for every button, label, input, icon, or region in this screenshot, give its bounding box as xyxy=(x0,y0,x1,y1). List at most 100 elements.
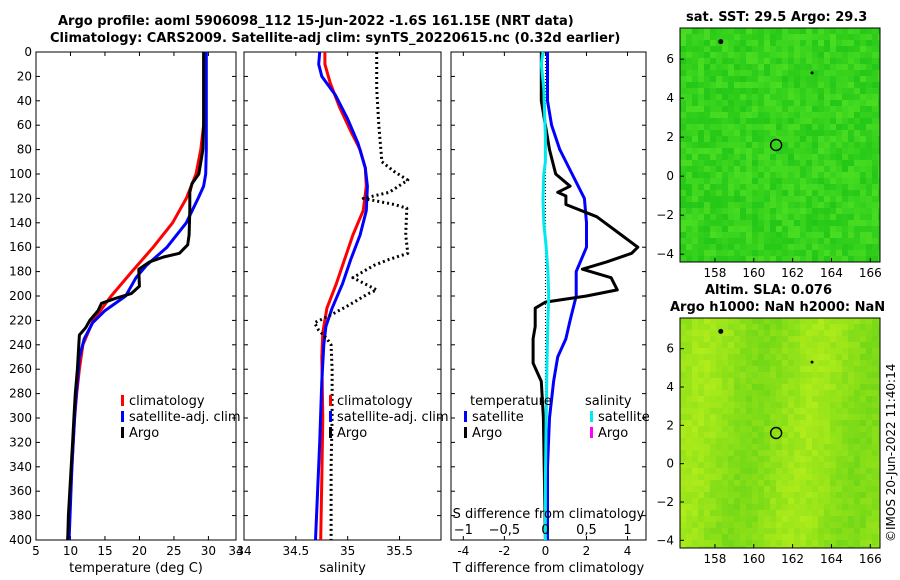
sla-map-cell xyxy=(782,438,788,444)
sst-map-cell xyxy=(728,94,734,100)
sst-map-cell xyxy=(698,178,704,184)
sst-map-cell xyxy=(842,220,848,226)
sla-map-cell xyxy=(848,366,854,372)
sst-map-cell xyxy=(860,94,866,100)
sla-map-cell xyxy=(692,492,698,498)
sla-map-cell xyxy=(818,522,824,528)
sst-map-cell xyxy=(770,178,776,184)
sla-map-cell xyxy=(752,450,758,456)
sla-map-cell xyxy=(830,540,836,546)
sla-map-cell xyxy=(848,432,854,438)
sla-map-cell xyxy=(686,360,692,366)
sst-map-cell xyxy=(806,214,812,220)
sst-map-cell xyxy=(746,88,752,94)
sst-map-cell xyxy=(764,34,770,40)
sst-map-cell xyxy=(782,208,788,214)
sla-map-cell xyxy=(878,330,880,336)
sla-map-cell xyxy=(680,456,686,462)
sst-map-cell xyxy=(728,46,734,52)
sst-map-cell xyxy=(710,250,716,256)
sla-map-cell xyxy=(866,474,872,480)
sst-map-cell xyxy=(878,172,880,178)
sla-map-cell xyxy=(842,516,848,522)
sst-map-cell xyxy=(722,106,728,112)
sla-map-cell xyxy=(776,336,782,342)
sla-map-cell xyxy=(758,456,764,462)
sla-map-cell xyxy=(878,510,880,516)
sla-map-cell xyxy=(830,498,836,504)
sst-map-cell xyxy=(716,46,722,52)
sst-map-cell xyxy=(722,142,728,148)
sst-map-cell xyxy=(710,82,716,88)
sst-map-cell xyxy=(848,154,854,160)
sst-map-cell xyxy=(866,28,872,34)
sst-map-cell xyxy=(692,196,698,202)
sla-map-cell xyxy=(722,408,728,414)
sst-map-cell xyxy=(788,52,794,58)
x2-tick-label: 0 xyxy=(541,523,549,538)
sla-map-cell xyxy=(872,342,878,348)
sla-map-cell xyxy=(794,414,800,420)
sst-map-cell xyxy=(860,238,866,244)
sla-map-cell xyxy=(812,348,818,354)
sla-map-cell xyxy=(866,522,872,528)
sst-map-cell xyxy=(842,70,848,76)
x-tick-label: -4 xyxy=(457,544,469,558)
sst-map-cell xyxy=(680,142,686,148)
sla-map-cell xyxy=(866,534,872,540)
sla-map-cell xyxy=(860,432,866,438)
sla-map-cell xyxy=(734,408,740,414)
sla-map-cell xyxy=(872,402,878,408)
sst-map-cell xyxy=(788,136,794,142)
sst-map-cell xyxy=(866,238,872,244)
sst-map-cell xyxy=(800,232,806,238)
sst-map-cell xyxy=(836,250,842,256)
sst-map-cell xyxy=(806,94,812,100)
sst-map-cell xyxy=(764,40,770,46)
sst-map-cell xyxy=(716,94,722,100)
sla-map-cell xyxy=(866,546,872,548)
sst-map-cell xyxy=(824,160,830,166)
sla-map-cell xyxy=(860,408,866,414)
sla-map-cell xyxy=(872,492,878,498)
sla-map-cell xyxy=(866,372,872,378)
sla-map-cell xyxy=(752,456,758,462)
sla-map-cell xyxy=(806,492,812,498)
sla-map-cell xyxy=(734,426,740,432)
sst-map-cell xyxy=(740,202,746,208)
sst-map-cell xyxy=(758,256,764,262)
sst-map-cell xyxy=(692,214,698,220)
sst-map-cell xyxy=(752,154,758,160)
sla-map-cell xyxy=(770,534,776,540)
sst-map-cell xyxy=(686,220,692,226)
sla-map-cell xyxy=(698,546,704,548)
sla-map-cell xyxy=(860,318,866,324)
sla-map-cell xyxy=(872,396,878,402)
sst-map-cell xyxy=(824,226,830,232)
sla-map-cell xyxy=(746,414,752,420)
sst-map-cell xyxy=(722,220,728,226)
sst-map-cell xyxy=(710,160,716,166)
sst-map-cell xyxy=(836,148,842,154)
sla-map-cell xyxy=(704,378,710,384)
sst-map-cell xyxy=(848,208,854,214)
sla-map-cell xyxy=(854,462,860,468)
sla-map-cell xyxy=(824,510,830,516)
sla-map-cell xyxy=(776,456,782,462)
sst-map-cell xyxy=(698,166,704,172)
sla-map-cell xyxy=(758,534,764,540)
sla-map-cell xyxy=(842,414,848,420)
sst-map-cell xyxy=(698,88,704,94)
sla-map-cell xyxy=(878,480,880,486)
sst-map-cell xyxy=(740,232,746,238)
sla-map-cell xyxy=(818,420,824,426)
sst-map-cell xyxy=(758,250,764,256)
sla-map-cell xyxy=(878,408,880,414)
sla-map-cell xyxy=(728,348,734,354)
sst-map-cell xyxy=(872,52,878,58)
sst-map-cell xyxy=(854,112,860,118)
sst-map-cell xyxy=(812,178,818,184)
sla-map-cell xyxy=(788,516,794,522)
sla-map-cell xyxy=(818,396,824,402)
